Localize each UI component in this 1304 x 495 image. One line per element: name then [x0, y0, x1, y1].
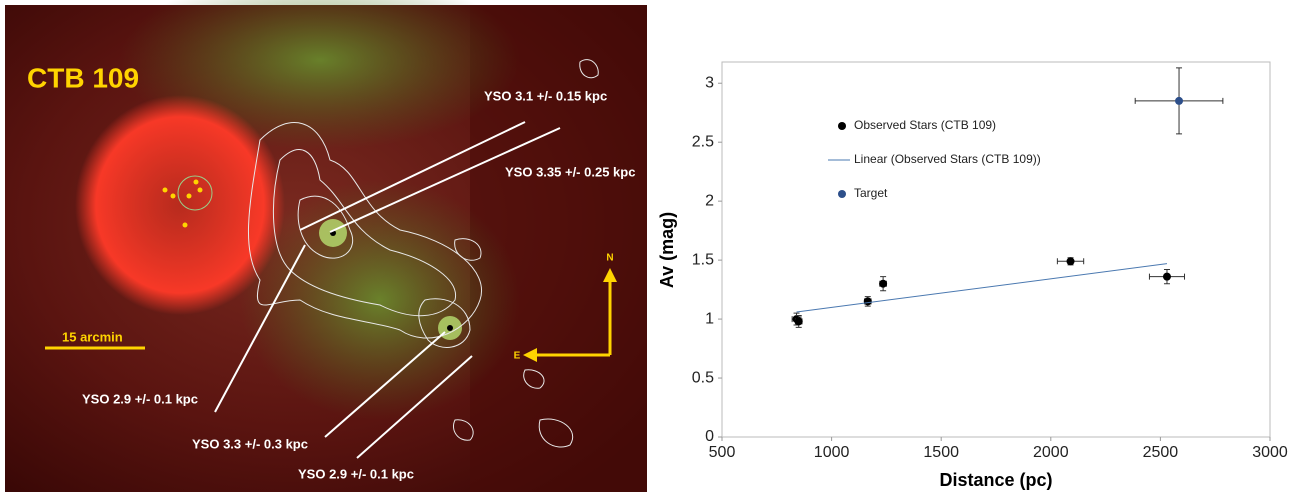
- legend-label: Observed Stars (CTB 109): [854, 118, 996, 132]
- y-tick-label: 2: [705, 192, 714, 209]
- sky-image: CTB 109 YSO 3.1 +/- 0.15 kpc YSO 3.35 +/…: [5, 0, 647, 492]
- snr-shell: [75, 95, 285, 315]
- annotation: YSO 3.35 +/- 0.25 kpc: [505, 164, 635, 179]
- y-tick-label: 0.5: [692, 369, 714, 386]
- y-tick-label: 1.5: [692, 251, 714, 268]
- compass-east: E: [514, 351, 521, 362]
- scale-bar-label: 15 arcmin: [62, 329, 123, 344]
- x-tick-label: 1500: [923, 444, 959, 461]
- chart: Distance (pc) Av (mag) 0 0.5 1 1.5 2 2.5 3 500 1…: [657, 61, 1288, 490]
- plot-frame: [721, 61, 1271, 438]
- source: [447, 325, 453, 331]
- annotation: YSO 3.1 +/- 0.15 kpc: [484, 88, 607, 103]
- x-axis-title: Distance (pc): [939, 470, 1052, 490]
- y-tick-label: 1: [705, 310, 714, 327]
- y-tick-label: 2.5: [692, 133, 714, 150]
- legend-swatch: [838, 122, 846, 130]
- marker: [177, 175, 213, 211]
- point: [1066, 257, 1075, 266]
- annotation: YSO 3.3 +/- 0.3 kpc: [192, 436, 308, 451]
- compass-north: N: [606, 253, 613, 264]
- nebula-green: [240, 180, 520, 420]
- point: [879, 279, 888, 288]
- x-tick-label: 500: [709, 444, 736, 461]
- star-markers: [162, 179, 203, 228]
- object-label: CTB 109: [27, 62, 139, 93]
- x-tick-label: 2000: [1033, 444, 1069, 461]
- x-tick-label: 3000: [1252, 444, 1288, 461]
- contours: [248, 59, 599, 448]
- point: [794, 317, 803, 326]
- legend-label: Linear (Observed Stars (CTB 109)): [854, 152, 1041, 166]
- y-axis-title: Av (mag): [657, 212, 677, 288]
- legend-swatch: [838, 190, 846, 198]
- y-tick-label: 0: [705, 428, 714, 445]
- pointer-lines: [214, 121, 561, 459]
- trend-line: [796, 263, 1168, 313]
- annotation: YSO 2.9 +/- 0.1 kpc: [82, 391, 198, 406]
- legend-label: Target: [854, 186, 888, 200]
- x-tick-label: 2500: [1143, 444, 1179, 461]
- x-tick-label: 1000: [814, 444, 850, 461]
- point: [1175, 96, 1184, 105]
- point: [863, 297, 872, 306]
- annotation: YSO 2.9 +/- 0.1 kpc: [298, 466, 414, 481]
- compass: [45, 268, 617, 362]
- point: [1162, 272, 1171, 281]
- y-tick-label: 3: [705, 74, 714, 91]
